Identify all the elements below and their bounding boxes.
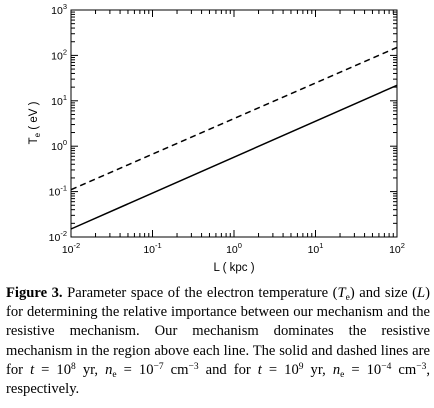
x-tick-label: 102 (389, 241, 405, 256)
chart: 10-2 10-1 100 101 102 10-2 10-1 100 101 102 103 L … (28, 2, 405, 274)
y-tick-label: 10-1 (49, 184, 67, 199)
y-tick-label: 102 (51, 47, 67, 62)
y-axis-label: Te ( eV ) (28, 101, 42, 144)
x-tick-label: 10-2 (62, 241, 80, 256)
axis-ticks (70, 9, 398, 238)
plot-frame (70, 9, 398, 238)
solid-line (70, 84, 398, 230)
x-tick-label: 100 (226, 241, 242, 256)
figure-caption: Figure 3. Parameter space of the electro… (6, 285, 430, 398)
caption-text: Parameter space of the electron temperat… (62, 285, 338, 301)
x-tick-label: 101 (308, 241, 324, 256)
tick-labels: 10-2 10-1 100 101 102 10-2 10-1 100 101 102 103 (49, 2, 405, 256)
y-tick-label: 10-2 (49, 229, 67, 244)
y-tick-label: 103 (51, 2, 67, 17)
figure-label: Figure 3. (6, 285, 63, 301)
chart-series (70, 46, 398, 230)
y-tick-label: 100 (51, 138, 67, 153)
x-tick-label: 10-1 (143, 241, 161, 256)
dashed-line (70, 46, 398, 191)
x-axis-label: L ( kpc ) (213, 262, 254, 274)
y-tick-label: 101 (51, 93, 67, 108)
